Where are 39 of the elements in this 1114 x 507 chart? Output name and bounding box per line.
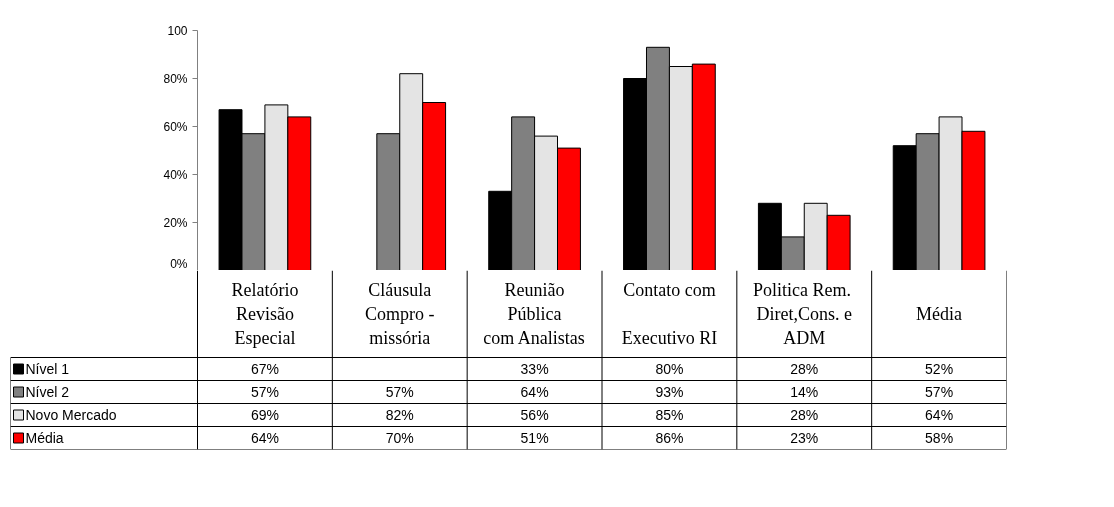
legend-label: Novo Mercado: [25, 407, 117, 423]
data-label: 82%: [385, 407, 414, 423]
data-label: 85%: [655, 407, 684, 423]
data-label: 14%: [790, 384, 819, 400]
data-label: 58%: [925, 430, 954, 446]
y-tick-label: 60%: [163, 119, 188, 134]
data-label: 51%: [520, 430, 549, 446]
data-label: 57%: [250, 384, 279, 400]
data-label: 57%: [925, 384, 954, 400]
y-tick-label: 40%: [163, 167, 188, 182]
data-label: 80%: [655, 361, 684, 377]
data-label: 23%: [790, 430, 819, 446]
x-tick-label: Cláusula Compro - missória: [365, 280, 435, 348]
data-label: 28%: [790, 407, 819, 423]
x-tick-label: Relatório Revisão Especial: [231, 280, 299, 348]
data-label: 64%: [520, 384, 549, 400]
data-label: 28%: [790, 361, 819, 377]
data-label: 57%: [385, 384, 414, 400]
data-label: 70%: [385, 430, 414, 446]
data-label: 69%: [250, 407, 279, 423]
y-tick-label: 0%: [170, 256, 188, 271]
x-tick-label: Politica Rem. Diret,Cons. e ADM: [753, 280, 852, 348]
legend-label: Média: [25, 430, 64, 446]
y-tick-label: 20%: [163, 215, 188, 230]
x-tick-label: Média: [916, 304, 963, 324]
data-label: 64%: [250, 430, 279, 446]
data-label: 64%: [925, 407, 954, 423]
y-tick-label: 80%: [163, 71, 188, 86]
data-label: 67%: [250, 361, 279, 377]
data-label: 52%: [925, 361, 954, 377]
y-tick-label: 100: [167, 23, 188, 38]
legend-label: Nível 1: [25, 361, 70, 377]
data-label: 56%: [520, 407, 549, 423]
x-tick-label: Reunião Pública com Analistas: [483, 280, 585, 348]
legend-label: Nível 2: [25, 384, 70, 400]
data-label: 93%: [655, 384, 684, 400]
data-label: 33%: [520, 361, 549, 377]
data-label: 86%: [655, 430, 684, 446]
category-label: Contato com Executivo RI: [621, 280, 718, 348]
